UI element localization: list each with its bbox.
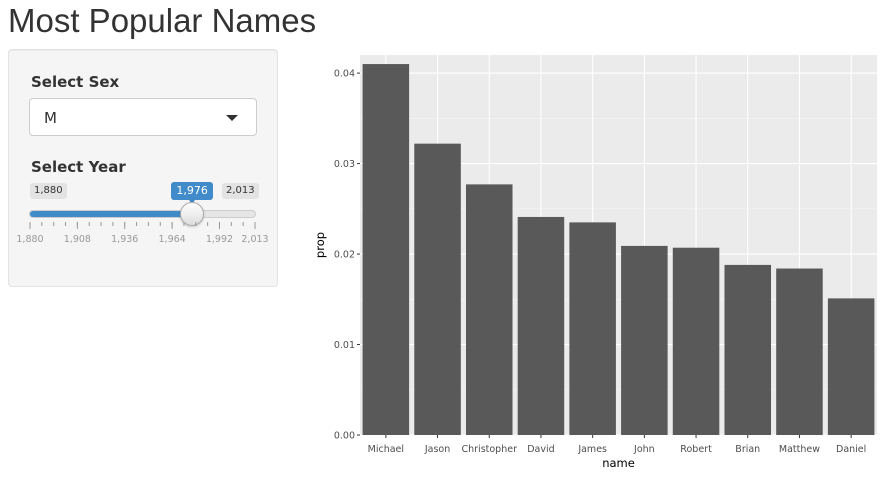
x-tick-label: Jason <box>424 444 450 455</box>
bar-christopher <box>465 184 513 435</box>
sex-select-value: M <box>44 109 57 127</box>
bar-david <box>517 216 565 435</box>
sidebar-panel: Select Sex M Select Year 1,880 1,976 2,0… <box>8 49 278 287</box>
slider-tick-label: 2,013 <box>241 234 268 245</box>
bar-robert <box>672 247 720 435</box>
slider-tick-label: 1,936 <box>111 234 138 245</box>
slider-tick-label: 1,992 <box>206 234 233 245</box>
x-tick-label: Christopher <box>462 444 518 455</box>
page-title: Most Popular Names <box>8 2 317 39</box>
caret-down-icon[interactable] <box>226 115 238 121</box>
select-year-label: Select Year <box>31 158 126 176</box>
x-tick-label: Robert <box>680 444 712 455</box>
y-tick-label: 0.01 <box>334 340 355 351</box>
slider-tick-label: 1,908 <box>64 234 91 245</box>
x-tick-label: Brian <box>735 444 760 455</box>
bar-john <box>621 245 668 435</box>
year-slider-grid: 1,880 1,908 1,936 1,964 1,992 2,013 <box>16 222 269 245</box>
y-tick-label: 0.02 <box>334 250 355 261</box>
x-tick-label: Michael <box>368 444 404 455</box>
bar-matthew <box>776 268 823 435</box>
sex-select[interactable]: M <box>29 98 257 136</box>
x-tick-label: Matthew <box>779 444 820 455</box>
x-tick-label: James <box>577 444 607 455</box>
y-tick-label: 0.00 <box>334 431 355 442</box>
slider-max-label: 2,013 <box>222 183 259 199</box>
slider-min-label: 1,880 <box>30 183 67 199</box>
bar-jason <box>414 143 461 435</box>
slider-tick-label: 1,880 <box>16 234 43 245</box>
x-tick-label: David <box>527 444 554 455</box>
bar-james <box>569 222 616 435</box>
y-tick-label: 0.04 <box>334 69 355 80</box>
bar-michael <box>362 64 410 436</box>
x-tick-label: John <box>633 444 655 455</box>
select-sex-label: Select Sex <box>31 73 120 91</box>
x-tick-label: Daniel <box>836 444 866 455</box>
year-slider-fill <box>30 211 193 217</box>
bar-brian <box>724 264 772 435</box>
x-axis-title: name <box>602 456 635 470</box>
year-slider-track[interactable] <box>29 210 256 218</box>
bar-daniel <box>827 298 875 435</box>
y-axis-title: prop <box>313 232 327 258</box>
slider-tick-label: 1,964 <box>159 234 186 245</box>
y-tick-label: 0.03 <box>334 159 355 170</box>
bar-chart: 0.00 0.01 0.02 0.03 0.04 Michael Jason Christop… <box>313 55 877 470</box>
